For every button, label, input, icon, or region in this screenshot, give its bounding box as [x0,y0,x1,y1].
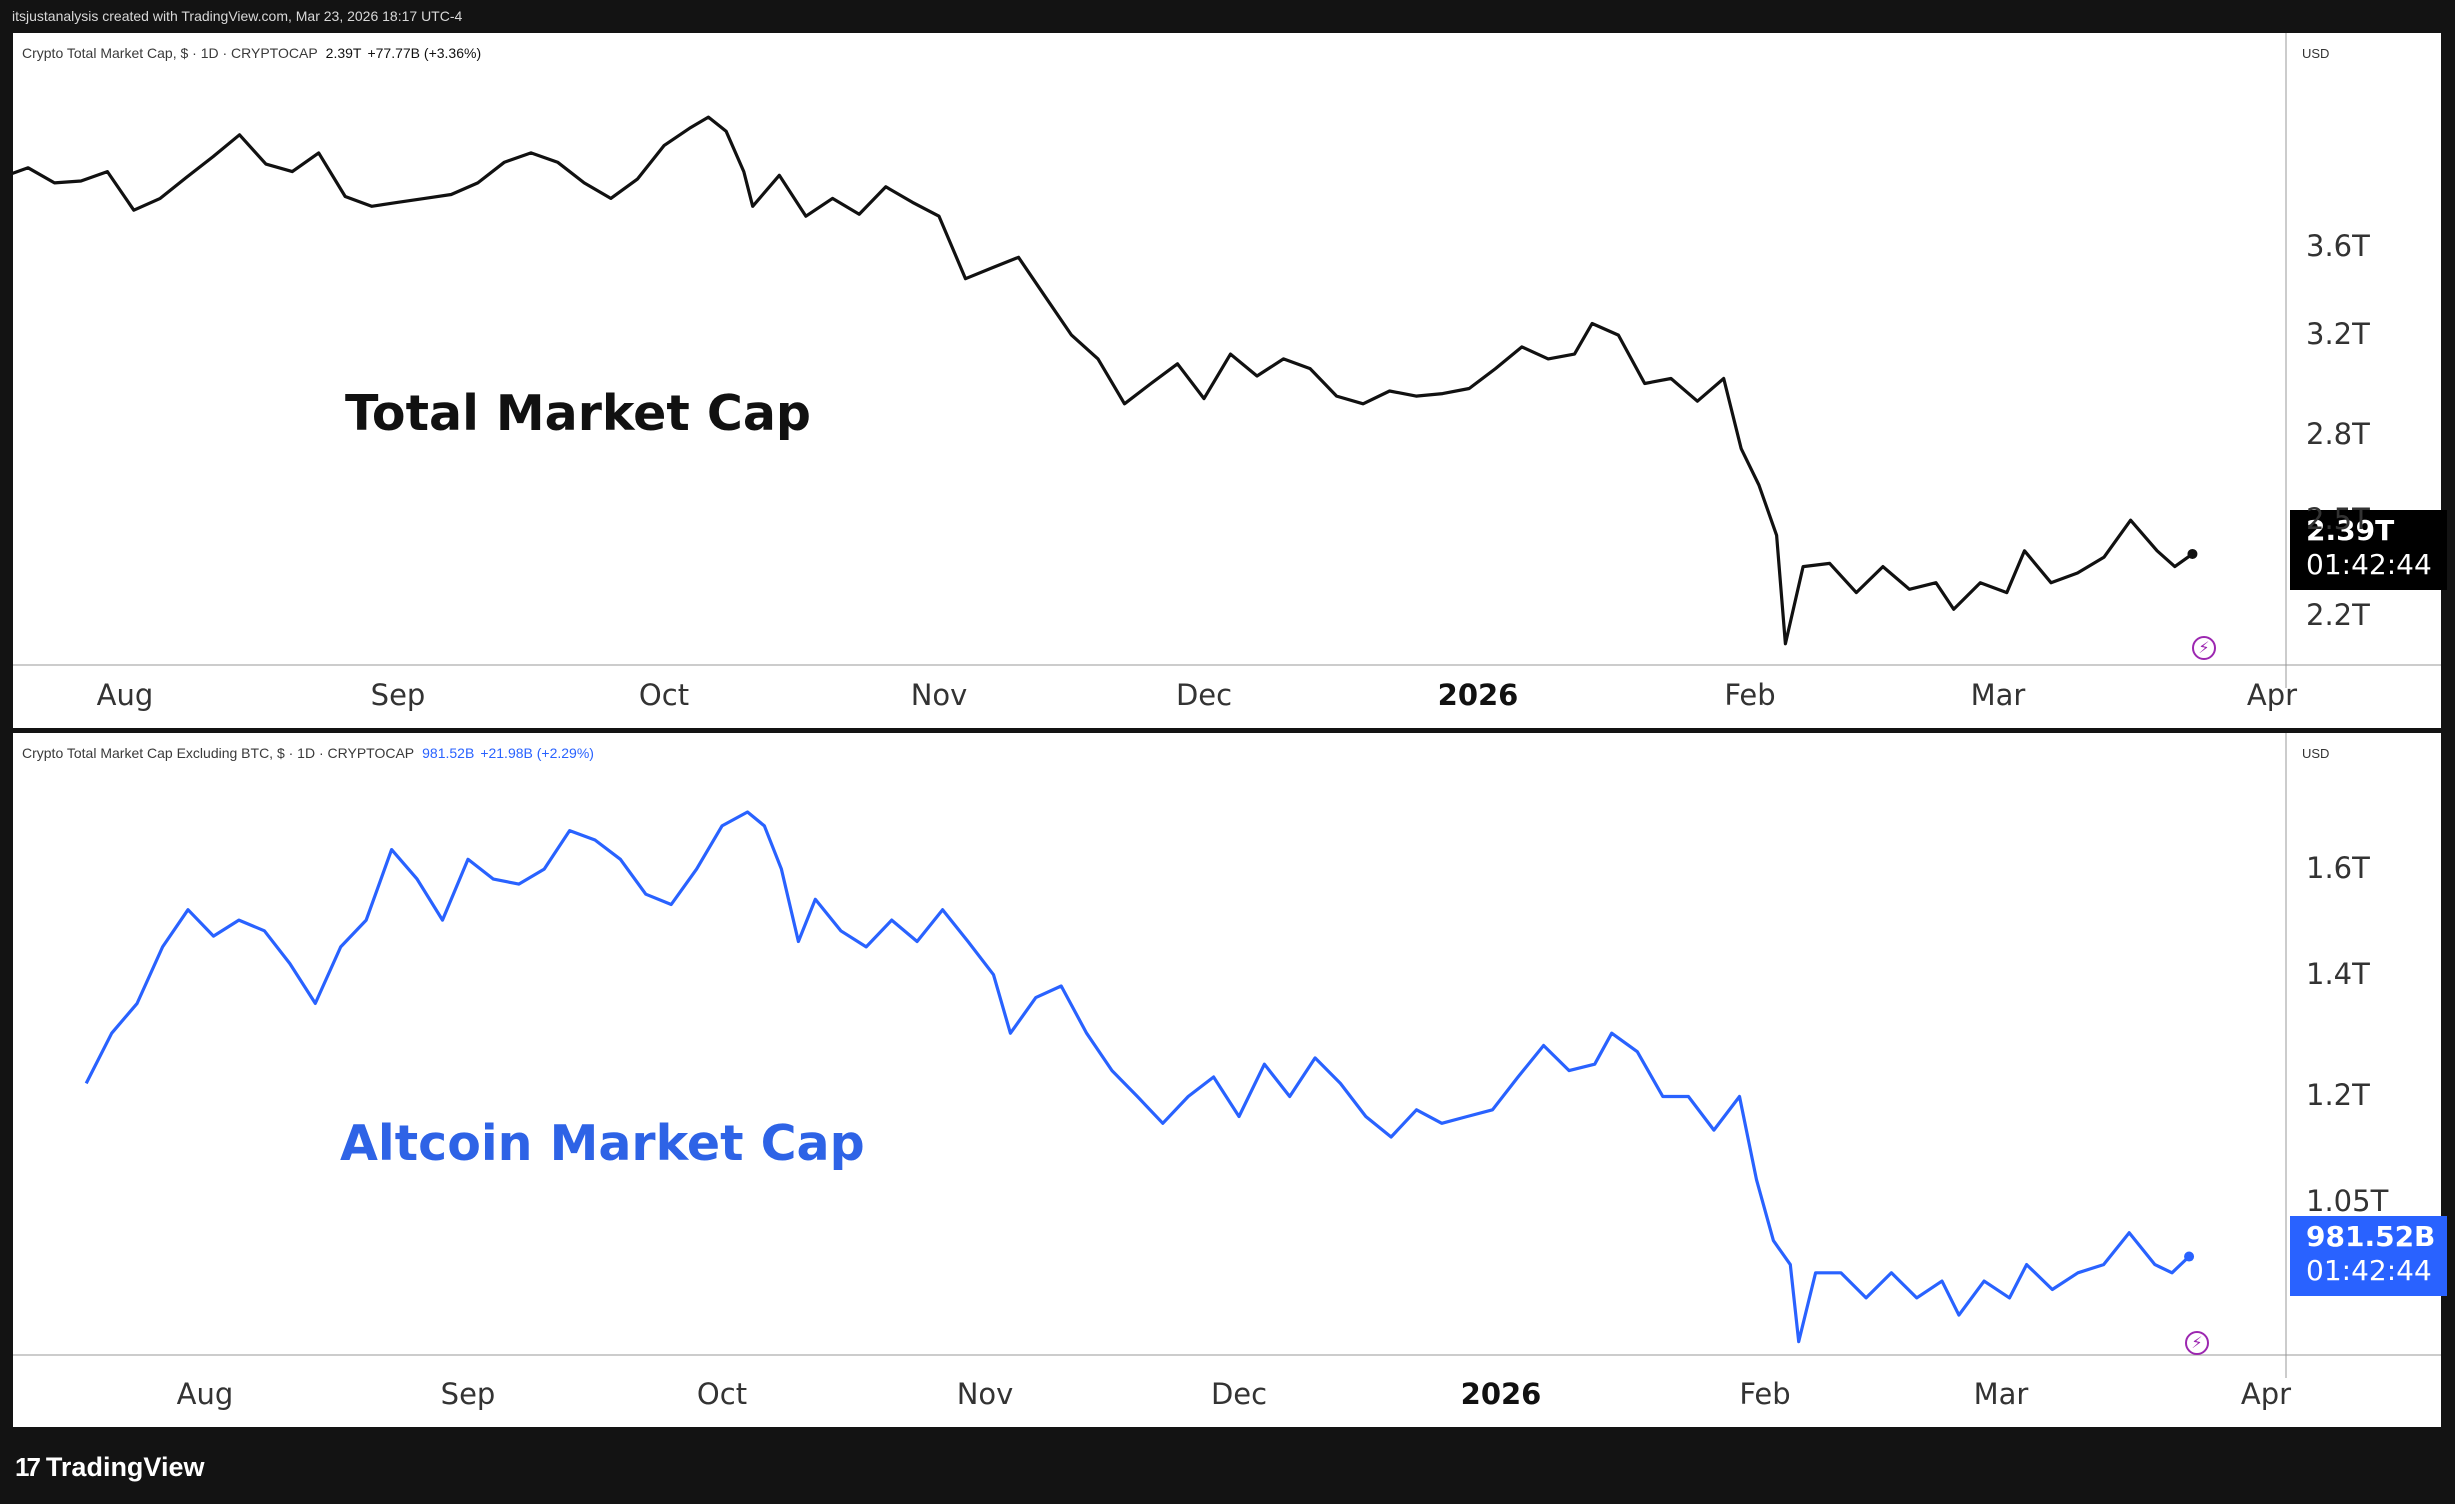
price-tag-value: 981.52B [2306,1220,2436,1253]
x-tick-label: 2026 [1460,1377,1542,1411]
chart-pane-altcoin[interactable]: Crypto Total Market Cap Excluding BTC, $… [13,733,2447,1427]
x-tick-label: Aug [176,1377,234,1411]
series-line [13,115,2194,646]
y-tick-label: 3.2T [2306,317,2370,352]
legend-symbol-name: Crypto Total Market Cap Excluding BTC, $… [22,745,415,761]
chart-annotation-total: Total Market Cap [345,385,812,442]
x-tick-label: Mar [1973,1377,2029,1411]
y-tick-label: 1.4T [2306,956,2370,991]
lightning-icon[interactable]: ⚡ [2185,1331,2209,1355]
legend-value: 2.39T [325,45,362,61]
series-last-point [2187,548,2198,559]
x-tick-label: Nov [956,1377,1014,1411]
chart-svg-total [13,33,2441,688]
x-tick-label: Dec [1175,678,1233,712]
x-tick-label: Sep [440,1377,496,1411]
x-tick-label: Dec [1210,1377,1268,1411]
series-line [84,810,2191,1344]
x-tick-label: Apr [2246,678,2298,712]
tradingview-logo-icon: 17 [15,1452,41,1482]
tradingview-logo[interactable]: 17 TradingView [15,1452,204,1483]
y-tick-label: 3.6T [2306,228,2370,263]
legend-total: Crypto Total Market Cap, $ · 1D · CRYPTO… [22,45,481,61]
legend-symbol-name: Crypto Total Market Cap, $ · 1D · CRYPTO… [22,45,318,61]
legend-altcoin: Crypto Total Market Cap Excluding BTC, $… [22,745,594,761]
series-last-point [2184,1251,2195,1262]
x-tick-label: Apr [2240,1377,2292,1411]
x-tick-label: Feb [1739,1377,1791,1411]
y-tick-label: 1.05T [2306,1184,2389,1218]
chart-pane-total[interactable]: Crypto Total Market Cap, $ · 1D · CRYPTO… [13,33,2447,728]
x-tick-label: Aug [96,678,154,712]
legend-change: +77.77B (+3.36%) [367,45,482,61]
y-tick-label: 1.2T [2306,1078,2370,1113]
attribution-header: itsjustanalysis created with TradingView… [12,8,463,24]
price-tag-value: 2.39T [2306,514,2395,547]
price-tag-total: 2.39T 01:42:44 [2290,510,2447,590]
lightning-icon[interactable]: ⚡ [2192,636,2216,660]
price-tag-altcoin: 981.52B 01:42:44 [2290,1216,2447,1296]
y-tick-label: 2.8T [2306,417,2370,452]
y-tick-label: 1.6T [2306,851,2370,886]
legend-change: +21.98B (+2.29%) [480,745,594,761]
x-tick-label: Oct [696,1377,748,1411]
x-tick-label: Sep [370,678,426,712]
chart-svg-altcoin [13,733,2441,1378]
y-tick-label: 2.5T [2306,502,2370,537]
x-tick-label: Mar [1970,678,2026,712]
currency-label[interactable]: USD [2302,46,2330,61]
x-tick-label: 2026 [1437,678,1519,712]
price-tag-countdown: 01:42:44 [2306,548,2432,581]
chart-annotation-altcoin: Altcoin Market Cap [340,1115,865,1172]
x-tick-label: Oct [638,678,690,712]
x-tick-label: Nov [910,678,968,712]
currency-label[interactable]: USD [2302,746,2330,761]
y-tick-label: 2.2T [2306,598,2370,633]
x-tick-label: Feb [1724,678,1776,712]
price-tag-countdown: 01:42:44 [2306,1254,2432,1287]
tradingview-logo-text: TradingView [45,1452,205,1482]
legend-value: 981.52B [422,745,475,761]
